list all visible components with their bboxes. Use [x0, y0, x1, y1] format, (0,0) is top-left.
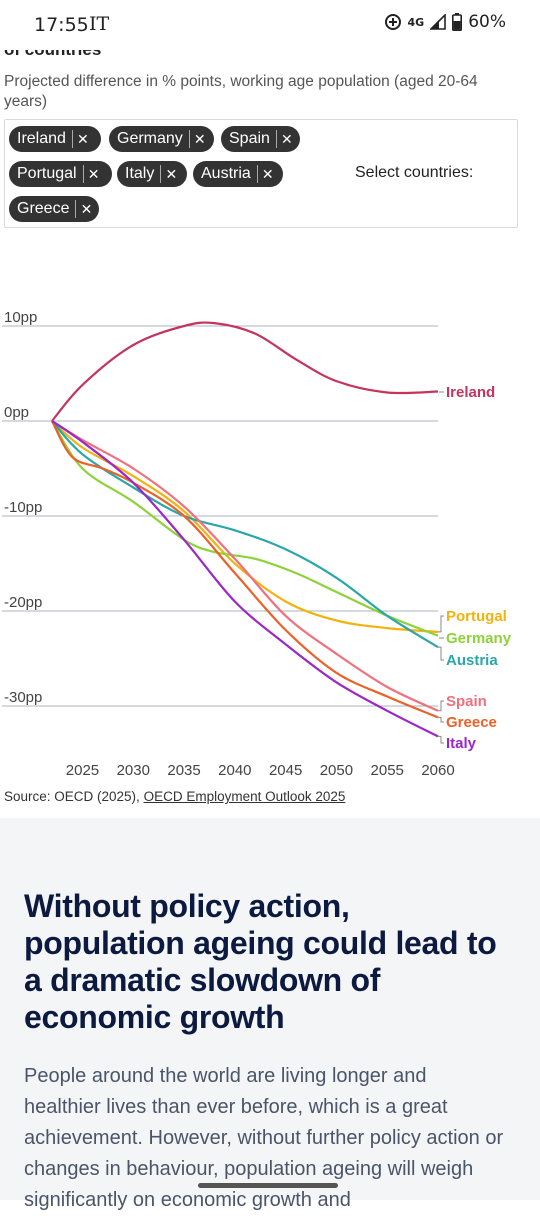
remove-spain-icon[interactable]: ✕: [281, 130, 293, 147]
x-tick-label: 2050: [320, 762, 353, 779]
y-tick-label: 0pp: [4, 404, 29, 421]
series-label-portugal: Portugal: [446, 608, 507, 625]
chip-label: Greece: [17, 200, 70, 217]
chip-label: Italy: [125, 165, 155, 182]
series-line-spain: [51, 420, 439, 712]
chip-ireland[interactable]: Ireland ✕: [9, 126, 101, 152]
x-tick-label: 2045: [269, 762, 302, 779]
source-prefix: Source: OECD (2025),: [4, 789, 144, 804]
y-tick-label: -10pp: [4, 499, 42, 516]
series-label-ireland: Ireland: [446, 384, 495, 401]
series-label-germany: Germany: [446, 630, 512, 647]
leader-line-spain: [438, 700, 444, 712]
x-tick-label: 2030: [117, 762, 150, 779]
signal-icon: [430, 14, 447, 30]
remove-austria-icon[interactable]: ✕: [261, 165, 274, 182]
y-tick-label: 10pp: [4, 309, 37, 326]
series-line-italy: [51, 420, 439, 738]
select-countries-label[interactable]: Select countries:: [355, 164, 474, 181]
leader-line-italy: [438, 735, 444, 744]
remove-greece-icon[interactable]: ✕: [80, 200, 93, 217]
country-filter[interactable]: Ireland ✕ Germany ✕ Spain ✕ Portugal ✕ Italy…: [4, 119, 518, 228]
status-bar: 17:55 IT 4G 60%: [0, 0, 540, 50]
x-tick-label: 2025: [66, 762, 99, 779]
line-chart: 10pp 0pp -10pp -20pp -30pp 2025 2030 2035 2040 20…: [2, 309, 512, 779]
leader-line-greece: [438, 716, 444, 723]
series-label-greece: Greece: [446, 714, 497, 731]
chip-portugal[interactable]: Portugal ✕: [9, 161, 112, 187]
series-label-italy: Italy: [446, 735, 477, 752]
series-line-germany: [51, 420, 439, 637]
series-line-greece: [51, 420, 439, 719]
chip-label: Ireland: [17, 130, 66, 147]
y-tick-label: -30pp: [4, 689, 42, 706]
x-tick-label: 2040: [218, 762, 251, 779]
article-title: Without policy action, population ageing…: [24, 888, 497, 1035]
series-line-austria: [51, 420, 439, 649]
data-saver-icon: [384, 14, 401, 30]
chip-label: Germany: [117, 130, 183, 147]
series-line-ireland: [51, 321, 439, 422]
remove-ireland-icon[interactable]: ✕: [77, 130, 89, 147]
leader-line-portugal: [438, 615, 444, 633]
chip-germany[interactable]: Germany ✕: [109, 126, 214, 152]
x-tick-label: 2055: [371, 762, 404, 779]
network-type: 4G: [407, 15, 425, 29]
chip-label: Portugal: [17, 165, 77, 182]
chip-italy[interactable]: Italy ✕: [117, 161, 187, 187]
y-tick-label: -20pp: [4, 594, 42, 611]
x-tick-label: 2060: [421, 762, 454, 779]
chip-label: Spain: [229, 130, 270, 147]
remove-italy-icon[interactable]: ✕: [165, 165, 178, 182]
remove-portugal-icon[interactable]: ✕: [87, 165, 100, 182]
chip-greece[interactable]: Greece ✕: [9, 196, 99, 222]
status-time: 17:55: [34, 14, 89, 36]
status-icons: 4G 60%: [384, 12, 506, 32]
chart-subtitle: Projected difference in % points, workin…: [4, 73, 478, 110]
battery-icon: [452, 13, 463, 31]
series-line-portugal: [51, 420, 439, 633]
leader-line-austria: [438, 646, 444, 661]
chip-spain[interactable]: Spain ✕: [221, 126, 300, 152]
home-indicator[interactable]: [198, 1183, 338, 1188]
series-label-spain: Spain: [446, 693, 487, 710]
series-label-austria: Austria: [446, 652, 498, 669]
chip-label: Austria: [201, 165, 251, 182]
source-link[interactable]: OECD Employment Outlook 2025: [143, 789, 346, 804]
chart-source: Source: OECD (2025), OECD Employment Out…: [4, 789, 345, 804]
article-section: Without policy action, population ageing…: [0, 818, 540, 1211]
chip-austria[interactable]: Austria ✕: [193, 161, 283, 187]
article-body: People around the world are living longe…: [24, 1065, 504, 1211]
status-carrier: IT: [89, 13, 110, 35]
x-tick-label: 2035: [167, 762, 200, 779]
remove-germany-icon[interactable]: ✕: [193, 130, 206, 147]
battery-level: 60%: [468, 12, 506, 32]
